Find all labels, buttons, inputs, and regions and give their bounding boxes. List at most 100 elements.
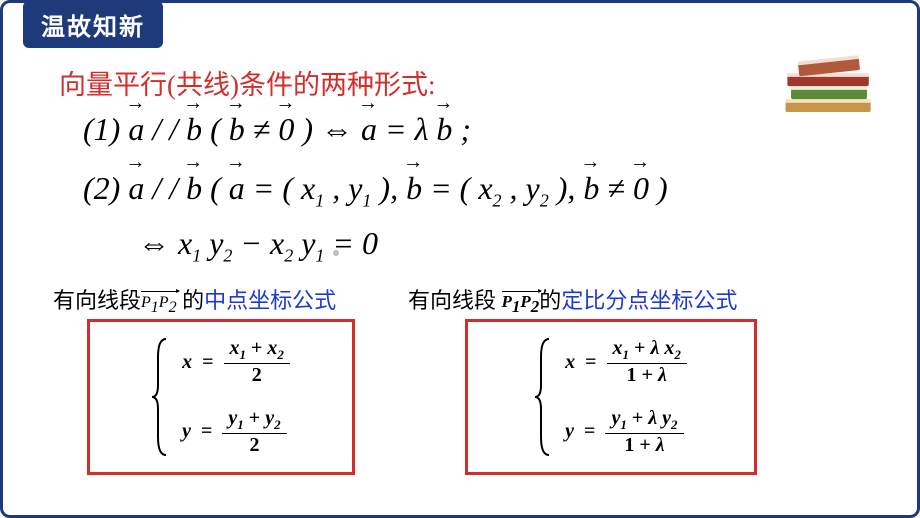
- vec-a-2: a: [229, 170, 245, 206]
- seg-p2: P: [159, 294, 169, 311]
- x1: x: [613, 337, 623, 359]
- x1: x: [301, 170, 315, 206]
- rp3: ): [657, 170, 668, 206]
- den-lam: λ: [656, 434, 665, 456]
- y1: y: [611, 407, 620, 429]
- vec-zero: 0: [278, 111, 294, 147]
- eq-coord-2: = (: [430, 170, 470, 206]
- cap2-blue: 定比分点坐标公式: [561, 288, 737, 313]
- eq-sign: =: [584, 420, 595, 443]
- formula-line-1: (1) a / / b ( b ≠ 0 ) ⇔ a = λ b ;: [83, 111, 471, 148]
- x1: x: [178, 225, 192, 261]
- lambda: λ: [415, 111, 429, 147]
- x2: x: [478, 170, 492, 206]
- sub-1: 1: [315, 190, 324, 210]
- den-1plus: 1 +: [624, 434, 655, 456]
- eq-zero: = 0: [332, 225, 378, 261]
- vec-b-3: b: [436, 111, 452, 147]
- cap2-t1: 有向线段: [408, 288, 502, 313]
- cursor-dot-icon: [333, 250, 339, 256]
- eq-y-midpoint: y = y1 + y2 2: [182, 408, 290, 456]
- y1: y: [348, 170, 362, 206]
- slide-frame: 温故知新 向量平行(共线)条件的两种形式: (1) a / / b ( b ≠ …: [0, 0, 920, 518]
- den-2: 2: [252, 364, 262, 386]
- caption-ratio: 有向线段 P1P2的定比分点坐标公式: [408, 283, 737, 318]
- vec-b-2: b: [229, 111, 245, 147]
- cap1-t1: 有向线段: [53, 288, 141, 313]
- seg-p2: P: [520, 292, 530, 311]
- eq-sign: =: [202, 351, 213, 374]
- y1: y: [301, 225, 315, 261]
- lambda: λ: [648, 407, 662, 429]
- lparen: (: [210, 111, 221, 147]
- plus: +: [246, 337, 267, 359]
- vec-b: b: [186, 111, 202, 147]
- sub-2b: 2: [540, 190, 549, 210]
- lparen: (: [210, 170, 221, 206]
- x2: x: [270, 225, 284, 261]
- brace-icon: [535, 337, 553, 457]
- vec-a: a: [128, 170, 144, 206]
- iff: ⇔: [138, 225, 178, 261]
- den-1plus: 1 +: [627, 364, 658, 386]
- seg-sub2: 2: [531, 297, 540, 316]
- vec-b: b: [186, 170, 202, 206]
- review-badge: 温故知新: [23, 1, 163, 48]
- vec-b-3: b: [583, 170, 599, 206]
- cap2-t2: 的: [539, 288, 561, 313]
- var-y: y: [565, 420, 574, 443]
- iff: ⇔: [321, 111, 361, 147]
- seg-sub1: 1: [151, 299, 159, 316]
- cap1-t2: 的: [182, 288, 204, 313]
- lambda: λ: [650, 337, 664, 359]
- x1: x: [230, 337, 240, 359]
- sub-2: 2: [493, 190, 502, 210]
- vec-b-2: b: [406, 170, 422, 206]
- y1: y: [228, 407, 237, 429]
- y2: y: [209, 225, 223, 261]
- plus: +: [627, 407, 648, 429]
- rparen: ): [302, 111, 313, 147]
- vec-zero: 0: [633, 170, 649, 206]
- den-lam: λ: [658, 364, 667, 386]
- den-2: 2: [249, 434, 259, 456]
- sub-2b: 2: [284, 245, 293, 265]
- eq-x-midpoint: x = x1 + x2 2: [182, 338, 290, 386]
- x2: x: [664, 337, 674, 359]
- midpoint-formula-box: x = x1 + x2 2 y = y1 + y2 2: [87, 319, 355, 475]
- sub-1: 1: [192, 245, 201, 265]
- neq: ≠: [253, 111, 279, 147]
- minus: −: [240, 225, 270, 261]
- sub2: 2: [674, 347, 681, 362]
- plus: +: [629, 337, 650, 359]
- comma: ,: [332, 170, 348, 206]
- sub-1b: 1: [362, 190, 371, 210]
- seg-p1: P: [502, 292, 512, 311]
- vec-a: a: [128, 111, 144, 147]
- eq-x-ratio: x = x1 + λ x2 1 + λ: [565, 338, 687, 386]
- eq-coord: = (: [253, 170, 293, 206]
- ratio-formula-box: x = x1 + λ x2 1 + λ y = y1 + λ y2 1 + λ: [465, 319, 757, 475]
- eq-y-ratio: y = y1 + λ y2 1 + λ: [565, 408, 687, 456]
- parallel-1: / /: [152, 111, 178, 147]
- neq: ≠: [607, 170, 633, 206]
- semi: ;: [460, 111, 471, 147]
- var-x: x: [565, 351, 575, 374]
- formula-line-2: (2) a / / b ( a = ( x1 , y1 ), b = ( x2 …: [83, 170, 668, 211]
- eq-sign: =: [585, 351, 596, 374]
- sub2: 2: [671, 417, 678, 432]
- rp2: ),: [557, 170, 576, 206]
- parallel: / /: [152, 170, 178, 206]
- eq: =: [385, 111, 415, 147]
- books-icon: [775, 51, 883, 125]
- plus: +: [244, 407, 265, 429]
- seg-sub2: 2: [169, 299, 177, 316]
- rp1: ),: [379, 170, 398, 206]
- ratio-equations: x = x1 + λ x2 1 + λ y = y1 + λ y2 1 + λ: [565, 338, 687, 455]
- var-y: y: [182, 420, 191, 443]
- y2: y: [526, 170, 540, 206]
- var-x: x: [182, 351, 192, 374]
- sub2: 2: [274, 417, 281, 432]
- num-2: (2): [83, 170, 120, 206]
- cap1-blue: 中点坐标公式: [204, 288, 336, 313]
